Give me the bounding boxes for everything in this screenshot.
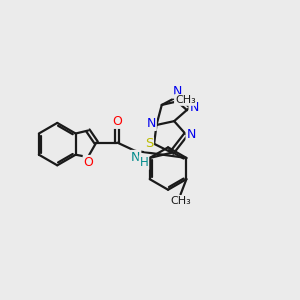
Text: N: N xyxy=(187,128,196,141)
Text: CH₃: CH₃ xyxy=(175,95,196,105)
Text: N: N xyxy=(190,101,199,114)
Text: H: H xyxy=(140,156,148,169)
Text: O: O xyxy=(84,156,94,169)
Text: N: N xyxy=(146,117,156,130)
Text: CH₃: CH₃ xyxy=(170,196,191,206)
Text: S: S xyxy=(145,137,153,150)
Text: N: N xyxy=(172,85,182,98)
Text: O: O xyxy=(112,115,122,128)
Text: N: N xyxy=(131,151,140,164)
